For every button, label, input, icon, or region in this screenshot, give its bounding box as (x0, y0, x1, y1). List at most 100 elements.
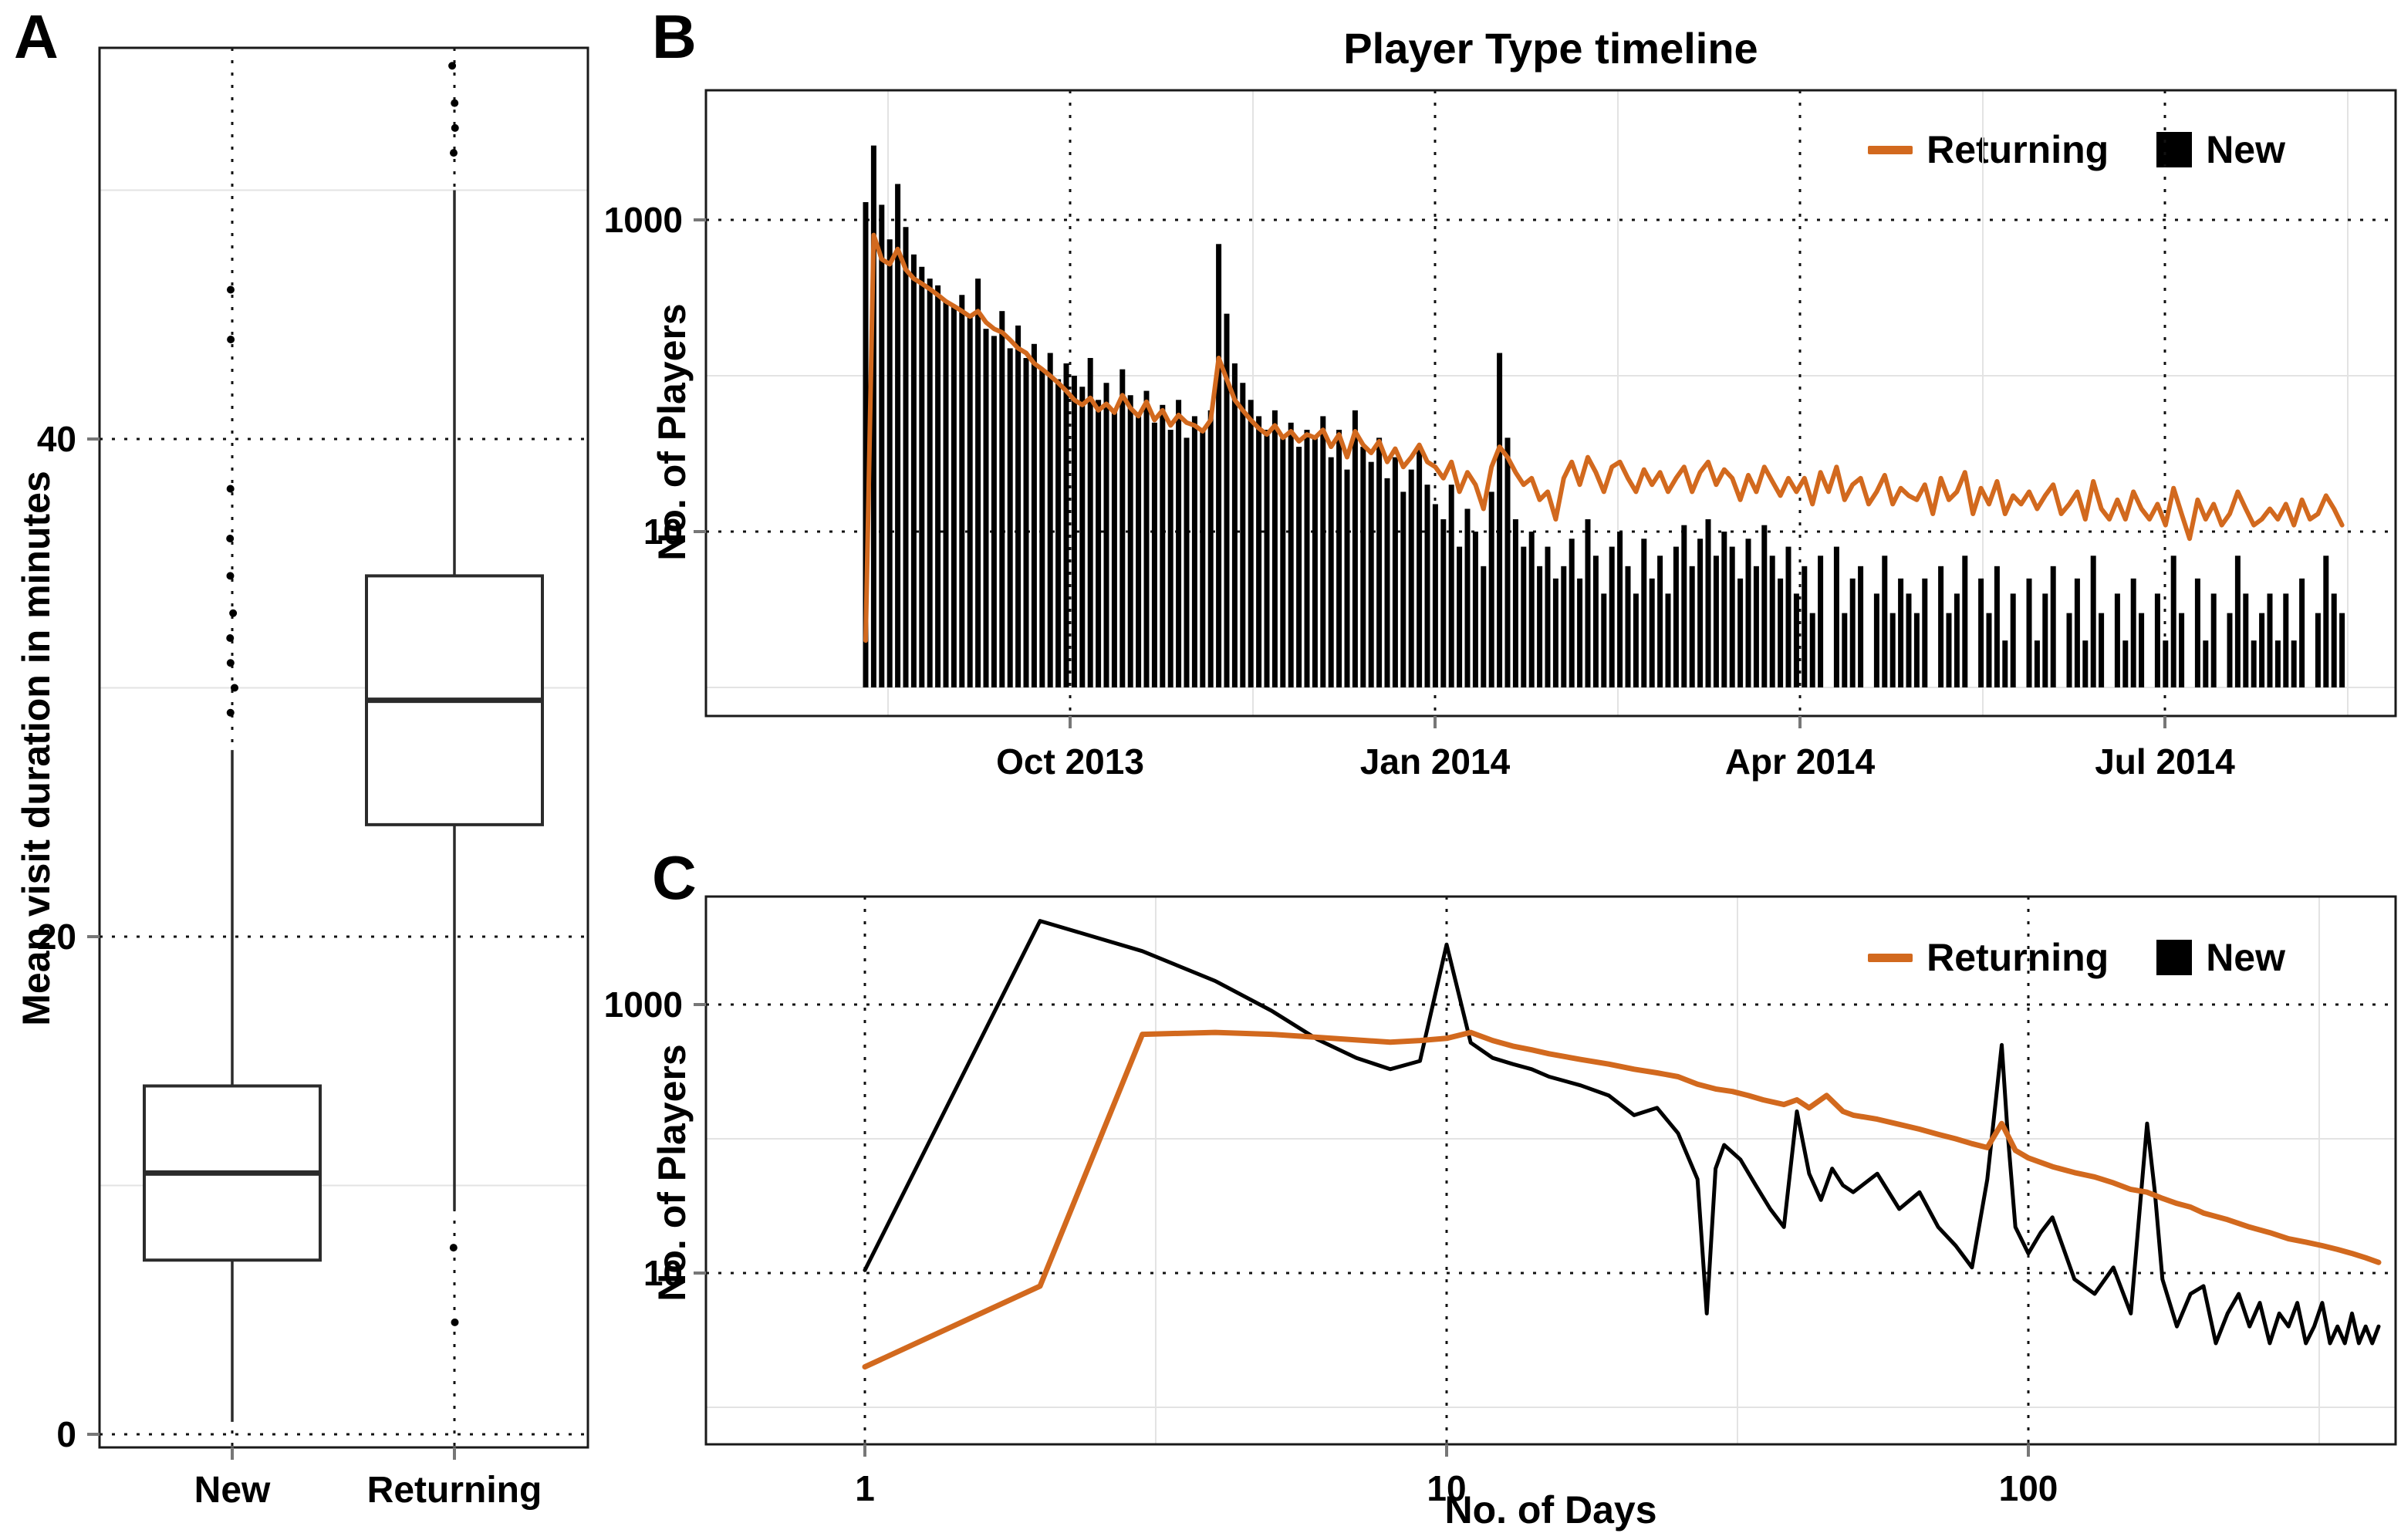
bar-new (879, 204, 884, 687)
category-tick-label: Returning (367, 1469, 542, 1511)
bar-new (2227, 613, 2233, 687)
bar-new (1938, 566, 1943, 687)
bar-new (1987, 613, 1992, 687)
bar-new (1481, 566, 1486, 687)
bar-new (1216, 244, 1221, 687)
outlier-point (451, 1319, 459, 1326)
outlier-point (227, 709, 235, 717)
bar-new (2251, 640, 2257, 687)
y-tick-label: 1000 (583, 984, 683, 1025)
bar-new (2027, 579, 2032, 687)
bar-new (1240, 383, 1245, 687)
bar-new (1505, 437, 1511, 687)
bar-new (1746, 539, 1751, 687)
bar-new (1032, 344, 1037, 687)
bar-new (1272, 410, 1278, 687)
bar-new (1641, 539, 1646, 687)
charts-canvas (0, 0, 2401, 1540)
bar-new (1417, 447, 1422, 687)
bar-new (2042, 593, 2048, 687)
y-tick-label: 10 (583, 511, 683, 552)
y-tick-label: 10 (583, 1252, 683, 1294)
x-tick-label: Apr 2014 (1725, 741, 1875, 782)
outlier-point (448, 62, 456, 69)
bar-new (1633, 593, 1639, 687)
bar-new (1593, 556, 1599, 687)
bar-new (2099, 613, 2104, 687)
bar-new (1906, 593, 1912, 687)
bar-new (1096, 400, 1101, 687)
bar-new (2075, 579, 2080, 687)
bar-new (1545, 547, 1551, 687)
outlier-point (226, 572, 234, 579)
bar-new (1954, 593, 1960, 687)
bar-new (2291, 640, 2297, 687)
bar-new (1994, 566, 2000, 687)
bar-new (1048, 353, 1053, 687)
bar-new (2139, 613, 2144, 687)
bar-new (1681, 525, 1687, 687)
bar-new (1761, 525, 1767, 687)
y-tick-label: 0 (15, 1413, 76, 1455)
outlier-point (226, 634, 234, 642)
bar-new (1626, 566, 1631, 687)
bar-new (2051, 566, 2056, 687)
bar-new (1810, 613, 1815, 687)
bar-new (1360, 447, 1366, 687)
bar-new (2275, 640, 2281, 687)
bar-new (1858, 566, 1863, 687)
bar-new (1055, 379, 1061, 687)
y-tick-label: 20 (15, 916, 76, 957)
bar-new (1440, 519, 1446, 687)
bar-new (1473, 532, 1478, 687)
bar-new (1015, 326, 1021, 687)
bar-new (2115, 593, 2120, 687)
bar-new (2243, 593, 2248, 687)
bar-new (2163, 640, 2168, 687)
bar-new (1192, 416, 1197, 687)
bar-new (2283, 593, 2288, 687)
bar-new (1128, 395, 1133, 687)
bar-new (1834, 547, 1839, 687)
x-tick-label: Jan 2014 (1360, 741, 1510, 782)
bar-new (959, 295, 964, 687)
bar-new (1352, 410, 1358, 687)
bar-new (1770, 556, 1775, 687)
bar-new (1569, 539, 1575, 687)
bar-new (1697, 539, 1703, 687)
bar-new (1385, 478, 1390, 687)
bar-new (1666, 593, 1671, 687)
bar-new (1008, 348, 1013, 687)
outlier-point (450, 149, 458, 157)
bar-new (991, 336, 997, 687)
outlier-point (227, 485, 235, 493)
outlier-point (226, 535, 234, 542)
figure-player-types: { "colors": { "orange": "#D2691E", "blac… (0, 0, 2401, 1540)
bar-new (1433, 504, 1438, 687)
bar-new (1497, 353, 1502, 687)
bar-new (2235, 556, 2241, 687)
bar-new (1425, 485, 1430, 687)
bar-new (1898, 579, 1903, 687)
bar-new (2171, 556, 2176, 687)
bar-new (2332, 593, 2337, 687)
bar-new (2259, 613, 2264, 687)
line-returning (865, 1032, 2379, 1367)
bar-new (1369, 462, 1374, 687)
bar-new (1184, 437, 1190, 687)
bar-new (1144, 391, 1150, 687)
bar-new (1714, 556, 1719, 687)
bar-new (1320, 416, 1325, 687)
bar-new (1248, 400, 1254, 687)
bar-new (1850, 579, 1856, 687)
y-tick-label: 1000 (583, 199, 683, 241)
bar-new (1072, 376, 1077, 687)
bar-new (2082, 640, 2088, 687)
bar-new (1288, 423, 1294, 687)
bar-new (1200, 430, 1205, 687)
bar-new (1673, 547, 1679, 687)
bar-new (1609, 547, 1615, 687)
bar-new (1529, 532, 1535, 687)
bar-new (1280, 437, 1285, 687)
bar-new (1721, 532, 1727, 687)
